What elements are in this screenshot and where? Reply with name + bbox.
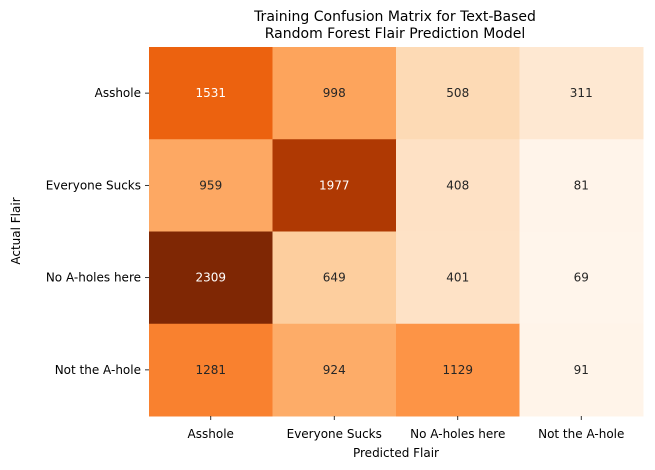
- x-tick-label: No A-holes here: [410, 427, 505, 441]
- heatmap-cell: [396, 323, 520, 417]
- heatmap-cell-value: 1977: [319, 178, 350, 192]
- heatmap-cell-value: 81: [574, 178, 589, 192]
- heatmap-cell: [519, 231, 644, 325]
- x-tick-label: Not the A-hole: [538, 427, 624, 441]
- y-axis-label: Actual Flair: [9, 197, 23, 264]
- heatmap-cell: [149, 139, 273, 232]
- heatmap-cell: [272, 139, 397, 232]
- chart-title-line-2: Random Forest Flair Prediction Model: [265, 26, 525, 42]
- heatmap-cell-value: 1281: [195, 363, 226, 377]
- heatmap-cell-value: 959: [199, 178, 222, 192]
- heatmap-cell: [396, 139, 520, 232]
- heatmap-cell-value: 311: [570, 86, 593, 100]
- heatmap-cell-value: 1129: [442, 363, 473, 377]
- x-tick-label: Asshole: [188, 427, 234, 441]
- heatmap-cell: [272, 231, 397, 325]
- chart-title-line-1: Training Confusion Matrix for Text-Based: [253, 9, 536, 25]
- heatmap-cell: [272, 47, 397, 140]
- x-axis-label: Predicted Flair: [353, 446, 439, 460]
- heatmap-cell-value: 508: [446, 86, 469, 100]
- heatmap-cell: [396, 47, 520, 140]
- x-axis-ticks: Asshole Everyone Sucks No A-holes here Not …: [188, 416, 624, 441]
- heatmap-cell-value: 649: [323, 271, 346, 285]
- heatmap-cell: [272, 323, 397, 417]
- heatmap-cell-value: 1531: [195, 86, 226, 100]
- heatmap-cells: [149, 47, 644, 417]
- y-tick-label: No A-holes here: [46, 271, 141, 285]
- y-tick-label: Everyone Sucks: [46, 178, 141, 192]
- heatmap-cell-value: 69: [574, 271, 589, 285]
- heatmap-cell-value: 924: [323, 363, 346, 377]
- y-tick-label: Not the A-hole: [55, 363, 141, 377]
- heatmap-cell: [149, 47, 273, 140]
- heatmap-cell: [149, 323, 273, 417]
- heatmap-cell-value: 401: [446, 271, 469, 285]
- heatmap-cell: [396, 231, 520, 325]
- heatmap-cell-value: 998: [323, 86, 346, 100]
- x-tick-label: Everyone Sucks: [287, 427, 382, 441]
- y-tick-label: Asshole: [95, 86, 141, 100]
- heatmap-cell: [519, 47, 644, 140]
- heatmap-cell-value: 2309: [195, 271, 226, 285]
- heatmap-cell: [519, 323, 644, 417]
- heatmap-cell-value: 408: [446, 178, 469, 192]
- heatmap-cell-value: 91: [574, 363, 589, 377]
- heatmap-cell: [149, 231, 273, 325]
- y-axis-ticks: Asshole Everyone Sucks No A-holes here Not …: [46, 86, 149, 377]
- heatmap-cell: [519, 139, 644, 232]
- heatmap-cell-labels: 1531 998 508 311 959 1977 408 81 2309 649 401 69 128…: [195, 86, 592, 377]
